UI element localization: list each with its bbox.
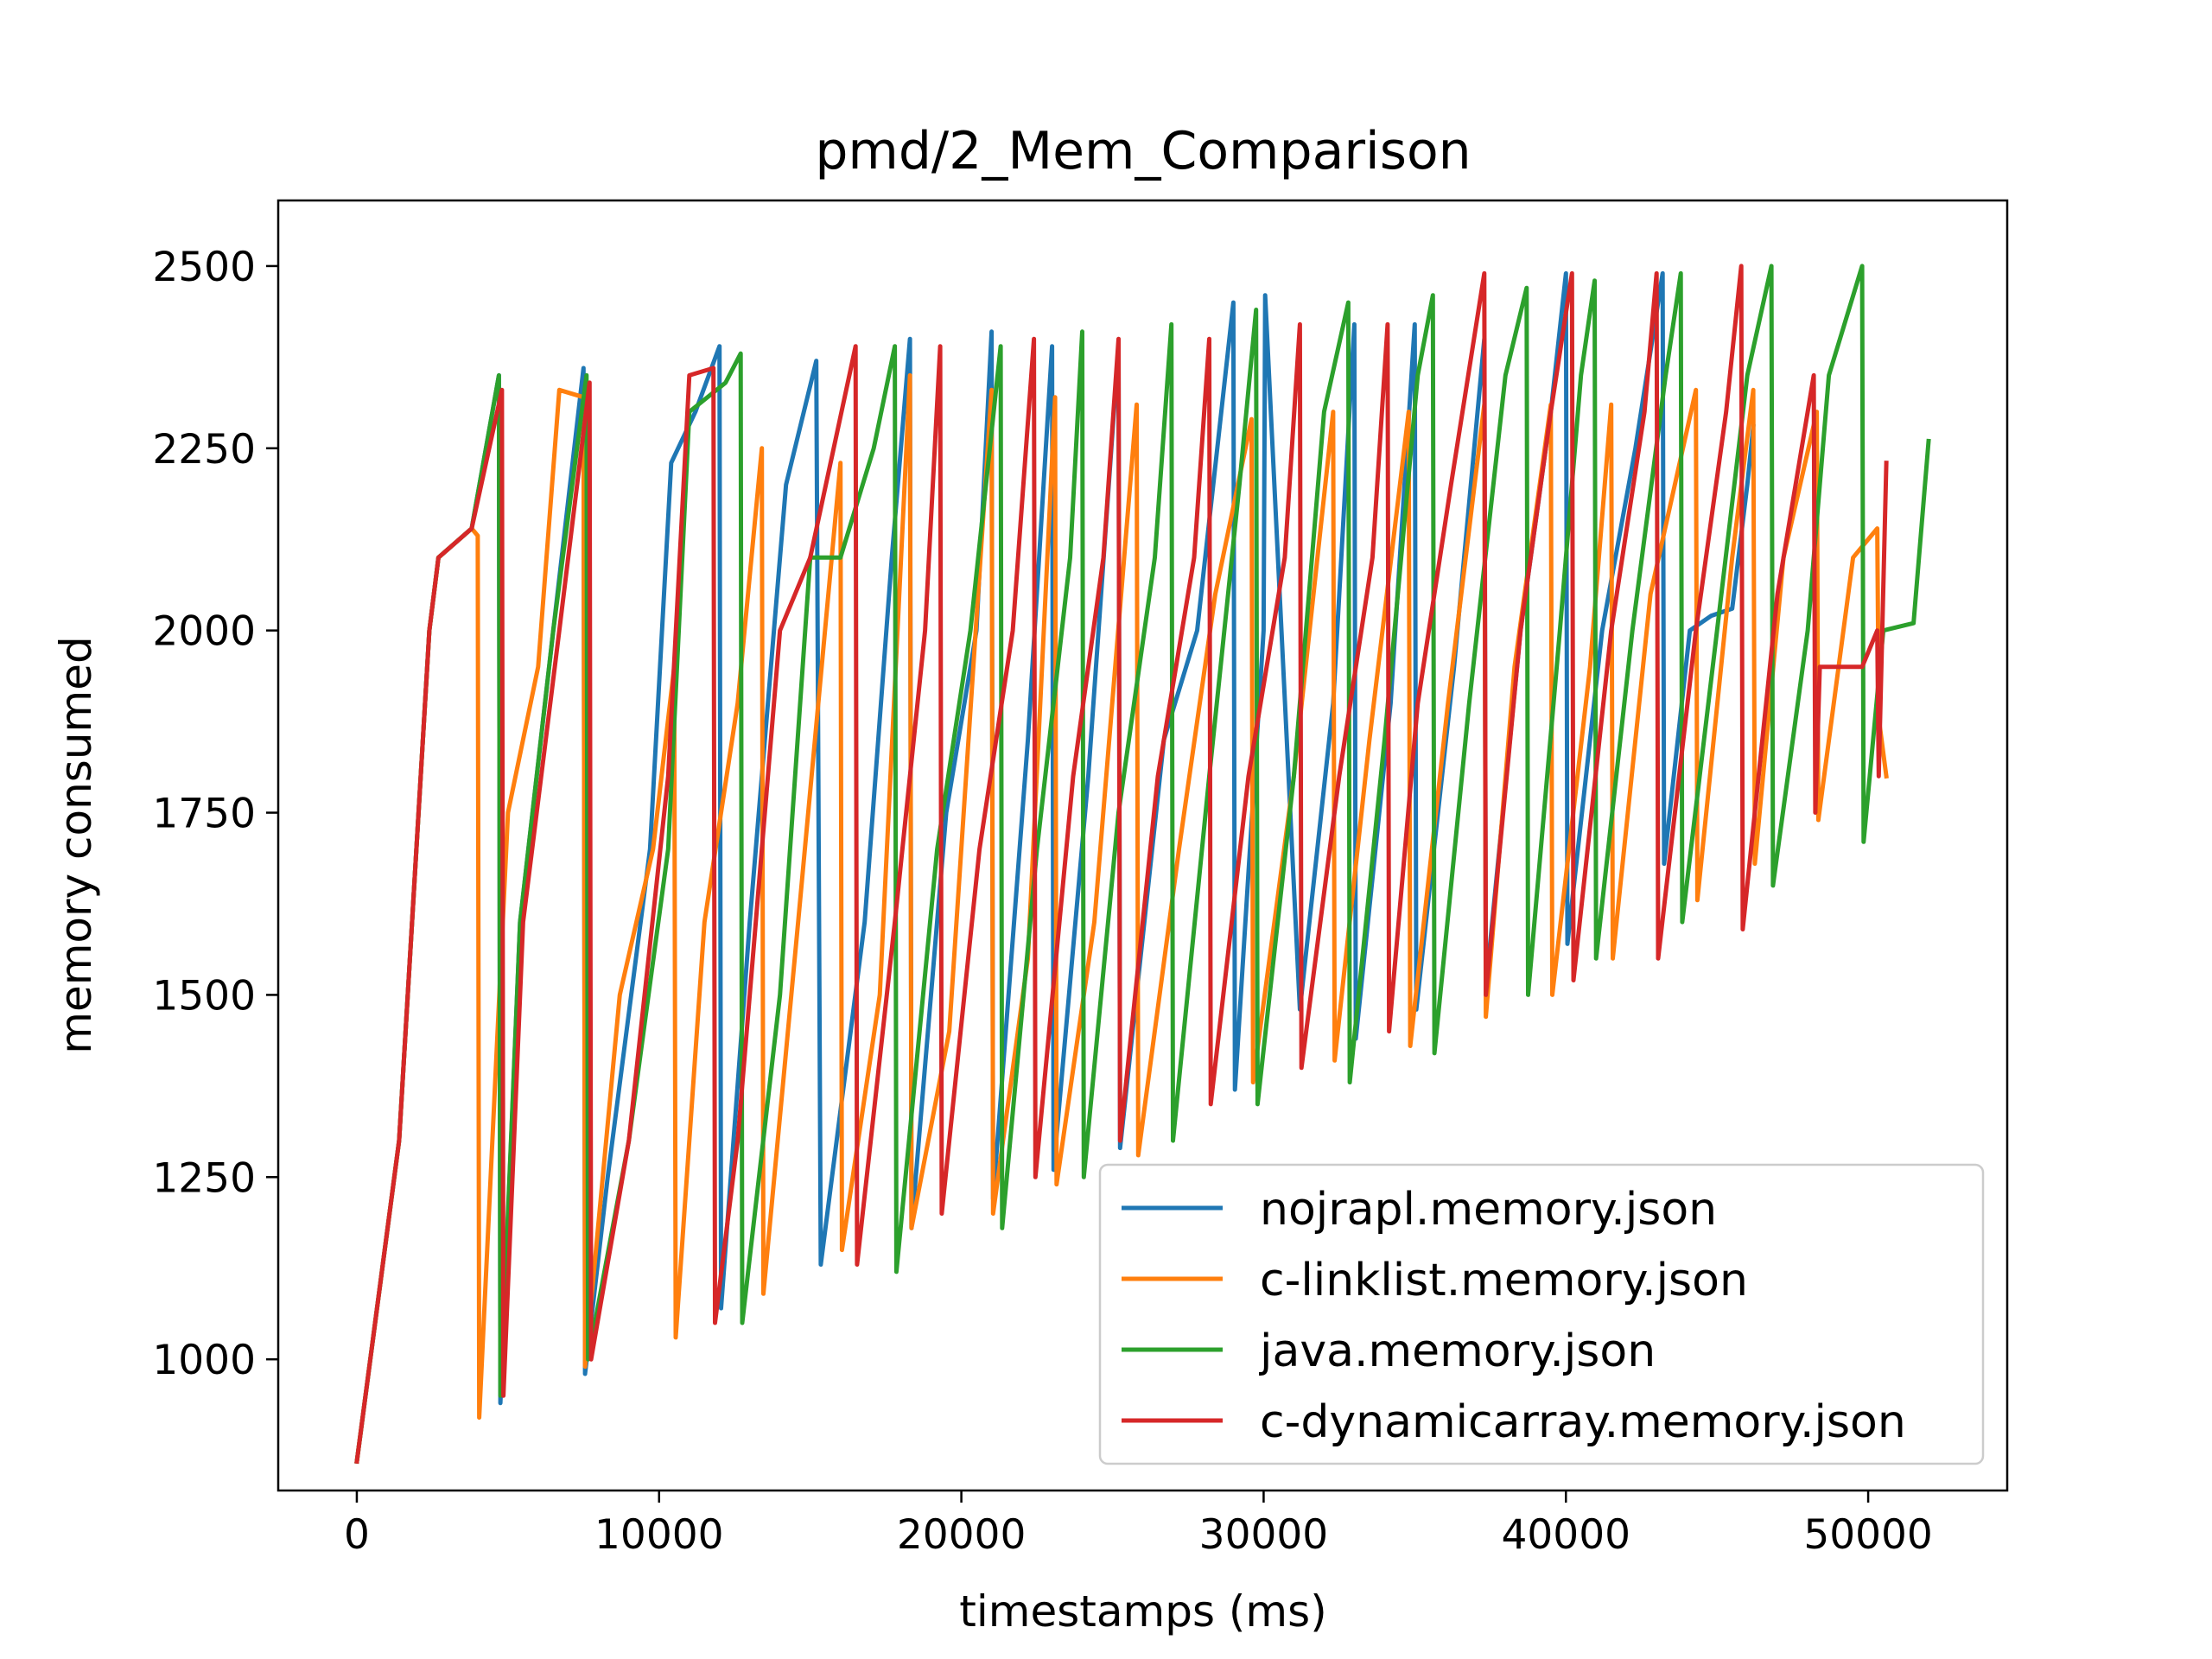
y-tick-label: 1750 <box>152 791 256 838</box>
legend: nojrapl.memory.json c-linklist.memory.jso… <box>1098 1163 1985 1465</box>
y-tick-label: 2250 <box>152 426 256 474</box>
x-axis-label: timestamps (ms) <box>959 1586 1326 1637</box>
plot-area <box>276 199 2009 1492</box>
legend-label-1: c-linklist.memory.json <box>1260 1255 1748 1306</box>
x-tick-label: 50000 <box>1803 1511 1933 1559</box>
series-line-3 <box>354 264 1889 1465</box>
x-tick-label: 30000 <box>1199 1511 1329 1559</box>
y-tick-label: 2000 <box>152 608 256 656</box>
legend-label-3: c-dynamicarray.memory.json <box>1260 1396 1906 1448</box>
legend-box <box>1098 1163 1985 1465</box>
y-axis: 1000 1250 1500 1750 2000 2250 2500 <box>152 244 278 1384</box>
x-tick-label: 0 <box>344 1511 370 1559</box>
y-tick-label: 1000 <box>152 1337 256 1384</box>
x-tick-label: 40000 <box>1501 1511 1630 1559</box>
legend-label-0: nojrapl.memory.json <box>1260 1184 1717 1236</box>
y-axis-label: memory consumed <box>51 636 101 1054</box>
series-line-1 <box>354 372 1889 1465</box>
x-tick-label: 10000 <box>594 1511 724 1559</box>
legend-label-2: java.memory.json <box>1259 1325 1656 1377</box>
y-tick-label: 2500 <box>152 244 256 291</box>
x-tick-label: 20000 <box>897 1511 1027 1559</box>
axes-frame <box>276 199 2009 1492</box>
y-tick-label: 1500 <box>152 972 256 1020</box>
y-tick-label: 1250 <box>152 1154 256 1202</box>
chart-title: pmd/2_Mem_Comparison <box>815 121 1471 181</box>
x-axis: 0 10000 20000 30000 40000 50000 <box>344 1491 1933 1559</box>
series-layer <box>354 264 1931 1465</box>
series-line-2 <box>354 264 1931 1465</box>
series-line-0 <box>354 270 1756 1465</box>
